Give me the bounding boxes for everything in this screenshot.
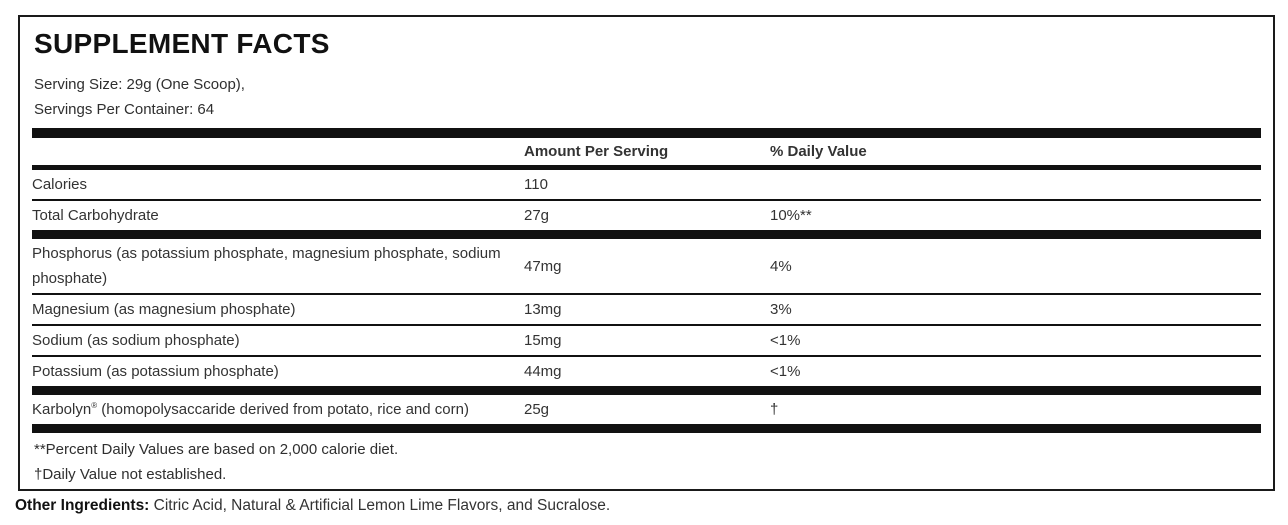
nutrient-table-body: Calories 110 Total Carbohydrate 27g 10%*… <box>32 170 1261 433</box>
divider-bar-top <box>32 128 1261 138</box>
supplement-facts-panel: SUPPLEMENT FACTS Serving Size: 29g (One … <box>18 15 1275 491</box>
nutrient-name: Karbolyn® (homopolysaccaride derived fro… <box>32 401 469 418</box>
nutrient-daily-value: 3% <box>770 301 792 318</box>
other-ingredients-text: Citric Acid, Natural & Artificial Lemon … <box>149 497 611 514</box>
serving-size-text: Serving Size: 29g (One Scoop), <box>34 76 245 93</box>
nutrient-amount: 15mg <box>524 332 562 349</box>
table-header-row: Amount Per Serving % Daily Value <box>32 138 1261 165</box>
nutrient-name: Calories <box>32 176 88 193</box>
nutrient-daily-value: 10%** <box>770 207 812 224</box>
footnotes: **Percent Daily Values are based on 2,00… <box>34 437 1261 487</box>
table-row: Total Carbohydrate 27g 10%** <box>32 201 1261 230</box>
row-separator <box>32 324 1261 326</box>
nutrient-daily-value: <1% <box>770 363 801 380</box>
nutrient-name: Potassium (as potassium phosphate) <box>32 363 279 380</box>
nutrient-daily-value: <1% <box>770 332 801 349</box>
other-ingredients-label: Other Ingredients: <box>15 497 150 514</box>
row-separator <box>32 230 1261 239</box>
nutrient-amount: 13mg <box>524 301 562 318</box>
divider-bar-header <box>32 165 1261 170</box>
footnote: **Percent Daily Values are based on 2,00… <box>34 441 399 458</box>
row-separator <box>32 199 1261 201</box>
nutrient-amount: 25g <box>524 401 550 418</box>
other-ingredients-line: Other Ingredients: Citric Acid, Natural … <box>15 497 610 515</box>
footnote: †Daily Value not established. <box>34 466 227 483</box>
nutrient-name: Sodium (as sodium phosphate) <box>32 332 240 349</box>
daily-value-header: % Daily Value <box>770 143 867 160</box>
table-row: Potassium (as potassium phosphate) 44mg … <box>32 357 1261 386</box>
nutrient-name: Magnesium (as magnesium phosphate) <box>32 301 296 318</box>
nutrient-amount: 47mg <box>524 257 562 275</box>
row-separator <box>32 386 1261 395</box>
table-row: Karbolyn® (homopolysaccaride derived fro… <box>32 395 1261 424</box>
row-separator <box>32 355 1261 357</box>
table-row: Phosphorus (as potassium phosphate, magn… <box>32 239 1261 293</box>
nutrient-name: Total Carbohydrate <box>32 207 159 224</box>
table-row: Calories 110 <box>32 170 1261 199</box>
nutrient-amount: 44mg <box>524 363 562 380</box>
servings-per-container-text: Servings Per Container: 64 <box>34 101 215 118</box>
nutrient-amount: 27g <box>524 207 550 224</box>
panel-title: SUPPLEMENT FACTS <box>34 28 330 59</box>
nutrient-name: Phosphorus (as potassium phosphate, magn… <box>32 245 501 287</box>
table-row: Magnesium (as magnesium phosphate) 13mg … <box>32 295 1261 324</box>
amount-per-serving-header: Amount Per Serving <box>524 143 669 160</box>
table-row: Sodium (as sodium phosphate) 15mg <1% <box>32 326 1261 355</box>
nutrient-daily-value: † <box>770 401 779 418</box>
nutrient-daily-value: 4% <box>770 257 792 275</box>
row-separator <box>32 293 1261 295</box>
row-separator <box>32 424 1261 433</box>
nutrient-amount: 110 <box>524 176 548 193</box>
